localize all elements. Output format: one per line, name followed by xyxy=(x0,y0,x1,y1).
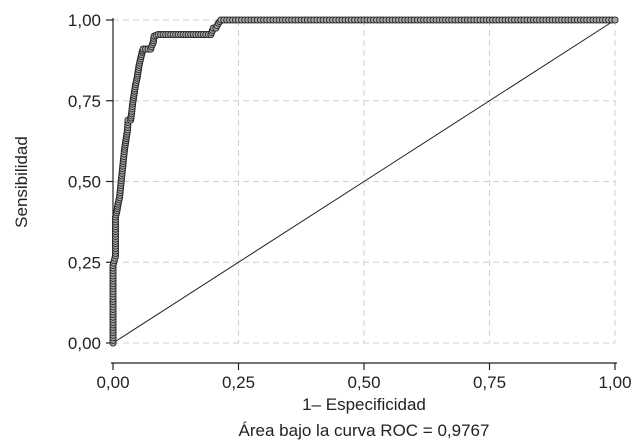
x-tick-label: 0,75 xyxy=(473,373,506,392)
x-tick-label: 0,00 xyxy=(96,373,129,392)
axes-layer xyxy=(106,18,617,370)
y-tick-label: 0,50 xyxy=(68,173,101,192)
y-tick-label: 1,00 xyxy=(68,11,101,30)
y-tick-label: 0,25 xyxy=(68,253,101,272)
x-tick-label: 0,50 xyxy=(347,373,380,392)
x-axis-title: 1– Especificidad xyxy=(302,395,426,414)
reference-diagonal-line xyxy=(112,19,616,344)
tick-labels-layer: 0,00 0,25 0,50 0,75 1,00 0,00 0,25 0,50 0,75 1,00 xyxy=(68,11,632,392)
roc-point xyxy=(611,16,619,24)
chart-caption: Área bajo la curva ROC = 0,9767 xyxy=(239,421,490,440)
x-tick-label: 0,25 xyxy=(222,373,255,392)
reference-line-layer xyxy=(112,19,616,344)
x-tick-label: 1,00 xyxy=(598,373,631,392)
roc-points-layer xyxy=(109,16,619,347)
y-tick-label: 0,75 xyxy=(68,92,101,111)
y-tick-label: 0,00 xyxy=(68,334,101,353)
y-axis-title: Sensibilidad xyxy=(12,136,31,228)
